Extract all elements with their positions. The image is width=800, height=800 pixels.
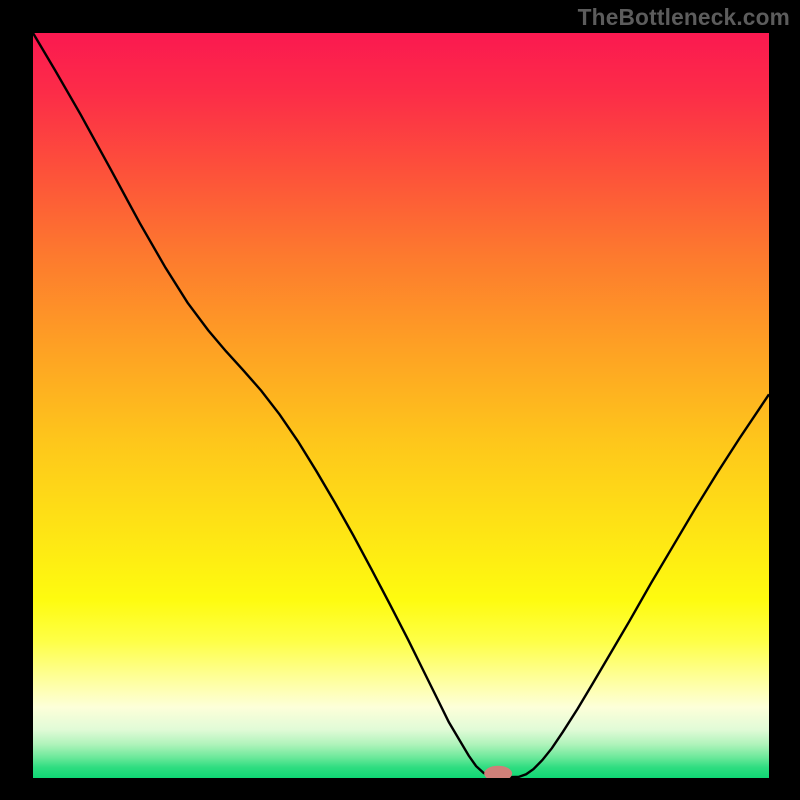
gradient-rect: [33, 33, 769, 778]
watermark-text: TheBottleneck.com: [578, 4, 790, 31]
plot-svg: [33, 33, 769, 778]
chart-frame: TheBottleneck.com: [0, 0, 800, 800]
plot-area: [33, 33, 769, 778]
